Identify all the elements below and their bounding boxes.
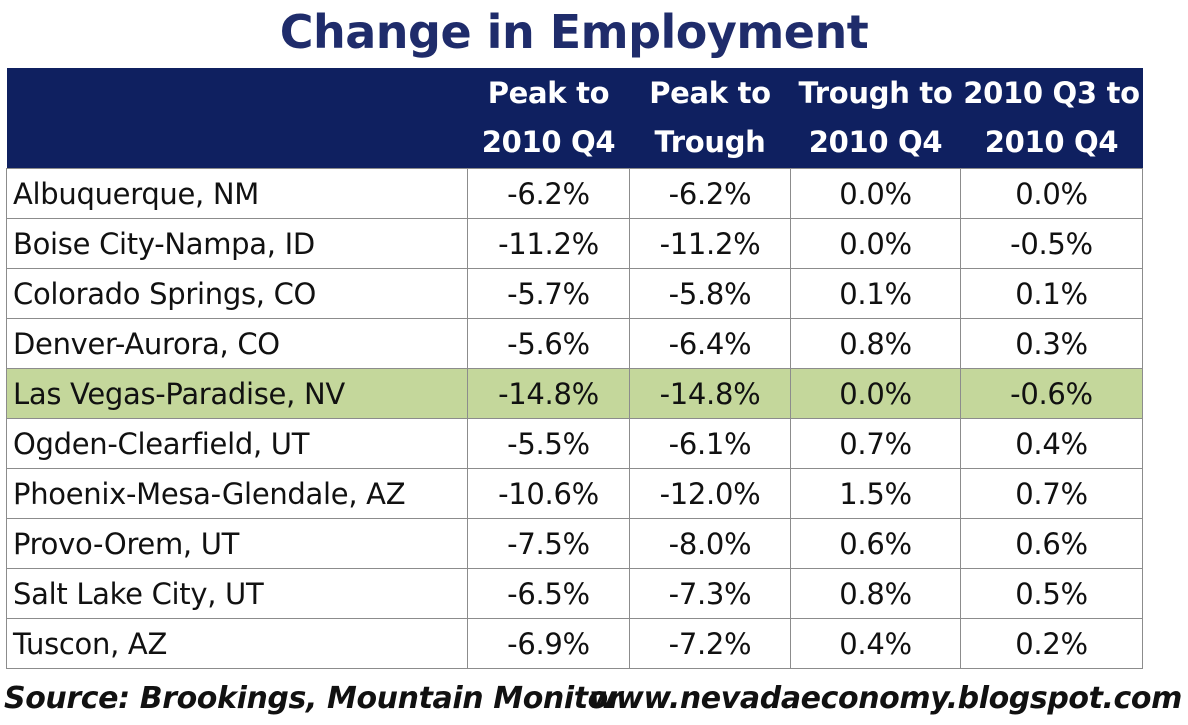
metro-name-cell: Salt Lake City, UT — [6, 568, 468, 619]
value-cell: -11.2% — [629, 218, 791, 269]
value-cell: 0.0% — [790, 168, 961, 219]
header-metro — [6, 68, 468, 169]
table-row: Albuquerque, NM -6.2% -6.2% 0.0% 0.0% — [6, 168, 1143, 219]
value-cell: 0.0% — [790, 368, 961, 419]
header-line2: 2010 Q4 — [984, 125, 1119, 159]
header-line1: Peak to — [487, 76, 610, 110]
header-2010q3-to-2010q4: 2010 Q3 to 2010 Q4 — [960, 68, 1143, 169]
metro-name-cell: Boise City-Nampa, ID — [6, 218, 468, 269]
header-line2: 2010 Q4 — [481, 125, 616, 159]
value-cell: 0.3% — [960, 318, 1143, 369]
source-url: www.nevadaeconomy.blogspot.com — [588, 681, 1183, 716]
table-row: Tuscon, AZ -6.9% -7.2% 0.4% 0.2% — [6, 618, 1143, 669]
header-row: Peak to 2010 Q4 Peak to Trough Trough to… — [6, 68, 1143, 169]
value-cell: 0.7% — [960, 468, 1143, 519]
value-cell: -6.2% — [467, 168, 630, 219]
value-cell: 0.8% — [790, 568, 961, 619]
metro-name-cell: Las Vegas-Paradise, NV — [6, 368, 468, 419]
table-body: Albuquerque, NM -6.2% -6.2% 0.0% 0.0% Boise C… — [6, 168, 1143, 669]
metro-name-cell: Colorado Springs, CO — [6, 268, 468, 319]
table-row: Denver-Aurora, CO -5.6% -6.4% 0.8% 0.3% — [6, 318, 1143, 369]
value-cell: 0.2% — [960, 618, 1143, 669]
value-cell: 0.4% — [790, 618, 961, 669]
value-cell: -6.5% — [467, 568, 630, 619]
header-line1: Trough to — [798, 76, 953, 110]
value-cell: -6.4% — [629, 318, 791, 369]
table-row: Boise City-Nampa, ID -11.2% -11.2% 0.0% -0.5… — [6, 218, 1143, 269]
value-cell: 0.0% — [960, 168, 1143, 219]
value-cell: 0.5% — [960, 568, 1143, 619]
page-title: Change in Employment — [279, 5, 869, 59]
table-row: Ogden-Clearfield, UT -5.5% -6.1% 0.7% 0.4% — [6, 418, 1143, 469]
value-cell: 0.0% — [790, 218, 961, 269]
value-cell: -5.7% — [467, 268, 630, 319]
header-line1: Peak to — [649, 76, 771, 110]
value-cell: -7.3% — [629, 568, 791, 619]
metro-name-cell: Provo-Orem, UT — [6, 518, 468, 569]
header-peak-to-2010q4: Peak to 2010 Q4 — [467, 68, 630, 169]
value-cell: 0.4% — [960, 418, 1143, 469]
metro-name-cell: Tuscon, AZ — [6, 618, 468, 669]
header-line2: 2010 Q4 — [808, 125, 943, 159]
source-note: Source: Brookings, Mountain Monitor — [4, 681, 623, 716]
value-cell: 0.1% — [790, 268, 961, 319]
value-cell: 1.5% — [790, 468, 961, 519]
header-line1: 2010 Q3 to — [963, 76, 1140, 110]
value-cell: 0.6% — [790, 518, 961, 569]
table-row: Provo-Orem, UT -7.5% -8.0% 0.6% 0.6% — [6, 518, 1143, 569]
header-line2: Trough — [654, 125, 766, 159]
value-cell: 0.6% — [960, 518, 1143, 569]
value-cell: -5.5% — [467, 418, 630, 469]
metro-name-cell: Albuquerque, NM — [6, 168, 468, 219]
value-cell: -5.6% — [467, 318, 630, 369]
table-row: Phoenix-Mesa-Glendale, AZ -10.6% -12.0% 1.5… — [6, 468, 1143, 519]
value-cell: -7.2% — [629, 618, 791, 669]
value-cell: -5.8% — [629, 268, 791, 319]
metro-name-cell: Ogden-Clearfield, UT — [6, 418, 468, 469]
value-cell: -14.8% — [467, 368, 630, 419]
value-cell: -0.6% — [960, 368, 1143, 419]
value-cell: -6.1% — [629, 418, 791, 469]
table-row: Colorado Springs, CO -5.7% -5.8% 0.1% 0.1% — [6, 268, 1143, 319]
value-cell: -0.5% — [960, 218, 1143, 269]
header-trough-to-2010q4: Trough to 2010 Q4 — [790, 68, 961, 169]
metro-name-cell: Phoenix-Mesa-Glendale, AZ — [6, 468, 468, 519]
value-cell: 0.8% — [790, 318, 961, 369]
value-cell: -11.2% — [467, 218, 630, 269]
value-cell: 0.7% — [790, 418, 961, 469]
value-cell: -6.2% — [629, 168, 791, 219]
value-cell: -7.5% — [467, 518, 630, 569]
metro-name-cell: Denver-Aurora, CO — [6, 318, 468, 369]
header-peak-to-trough: Peak to Trough — [629, 68, 791, 169]
table-row: Las Vegas-Paradise, NV -14.8% -14.8% 0.0% -0… — [6, 368, 1143, 419]
value-cell: -12.0% — [629, 468, 791, 519]
value-cell: -6.9% — [467, 618, 630, 669]
value-cell: -10.6% — [467, 468, 630, 519]
value-cell: -8.0% — [629, 518, 791, 569]
value-cell: -14.8% — [629, 368, 791, 419]
value-cell: 0.1% — [960, 268, 1143, 319]
employment-table: Peak to 2010 Q4 Peak to Trough Trough to… — [6, 68, 1143, 669]
table-row: Salt Lake City, UT -6.5% -7.3% 0.8% 0.5% — [6, 568, 1143, 619]
table-header: Peak to 2010 Q4 Peak to Trough Trough to… — [6, 68, 1143, 169]
